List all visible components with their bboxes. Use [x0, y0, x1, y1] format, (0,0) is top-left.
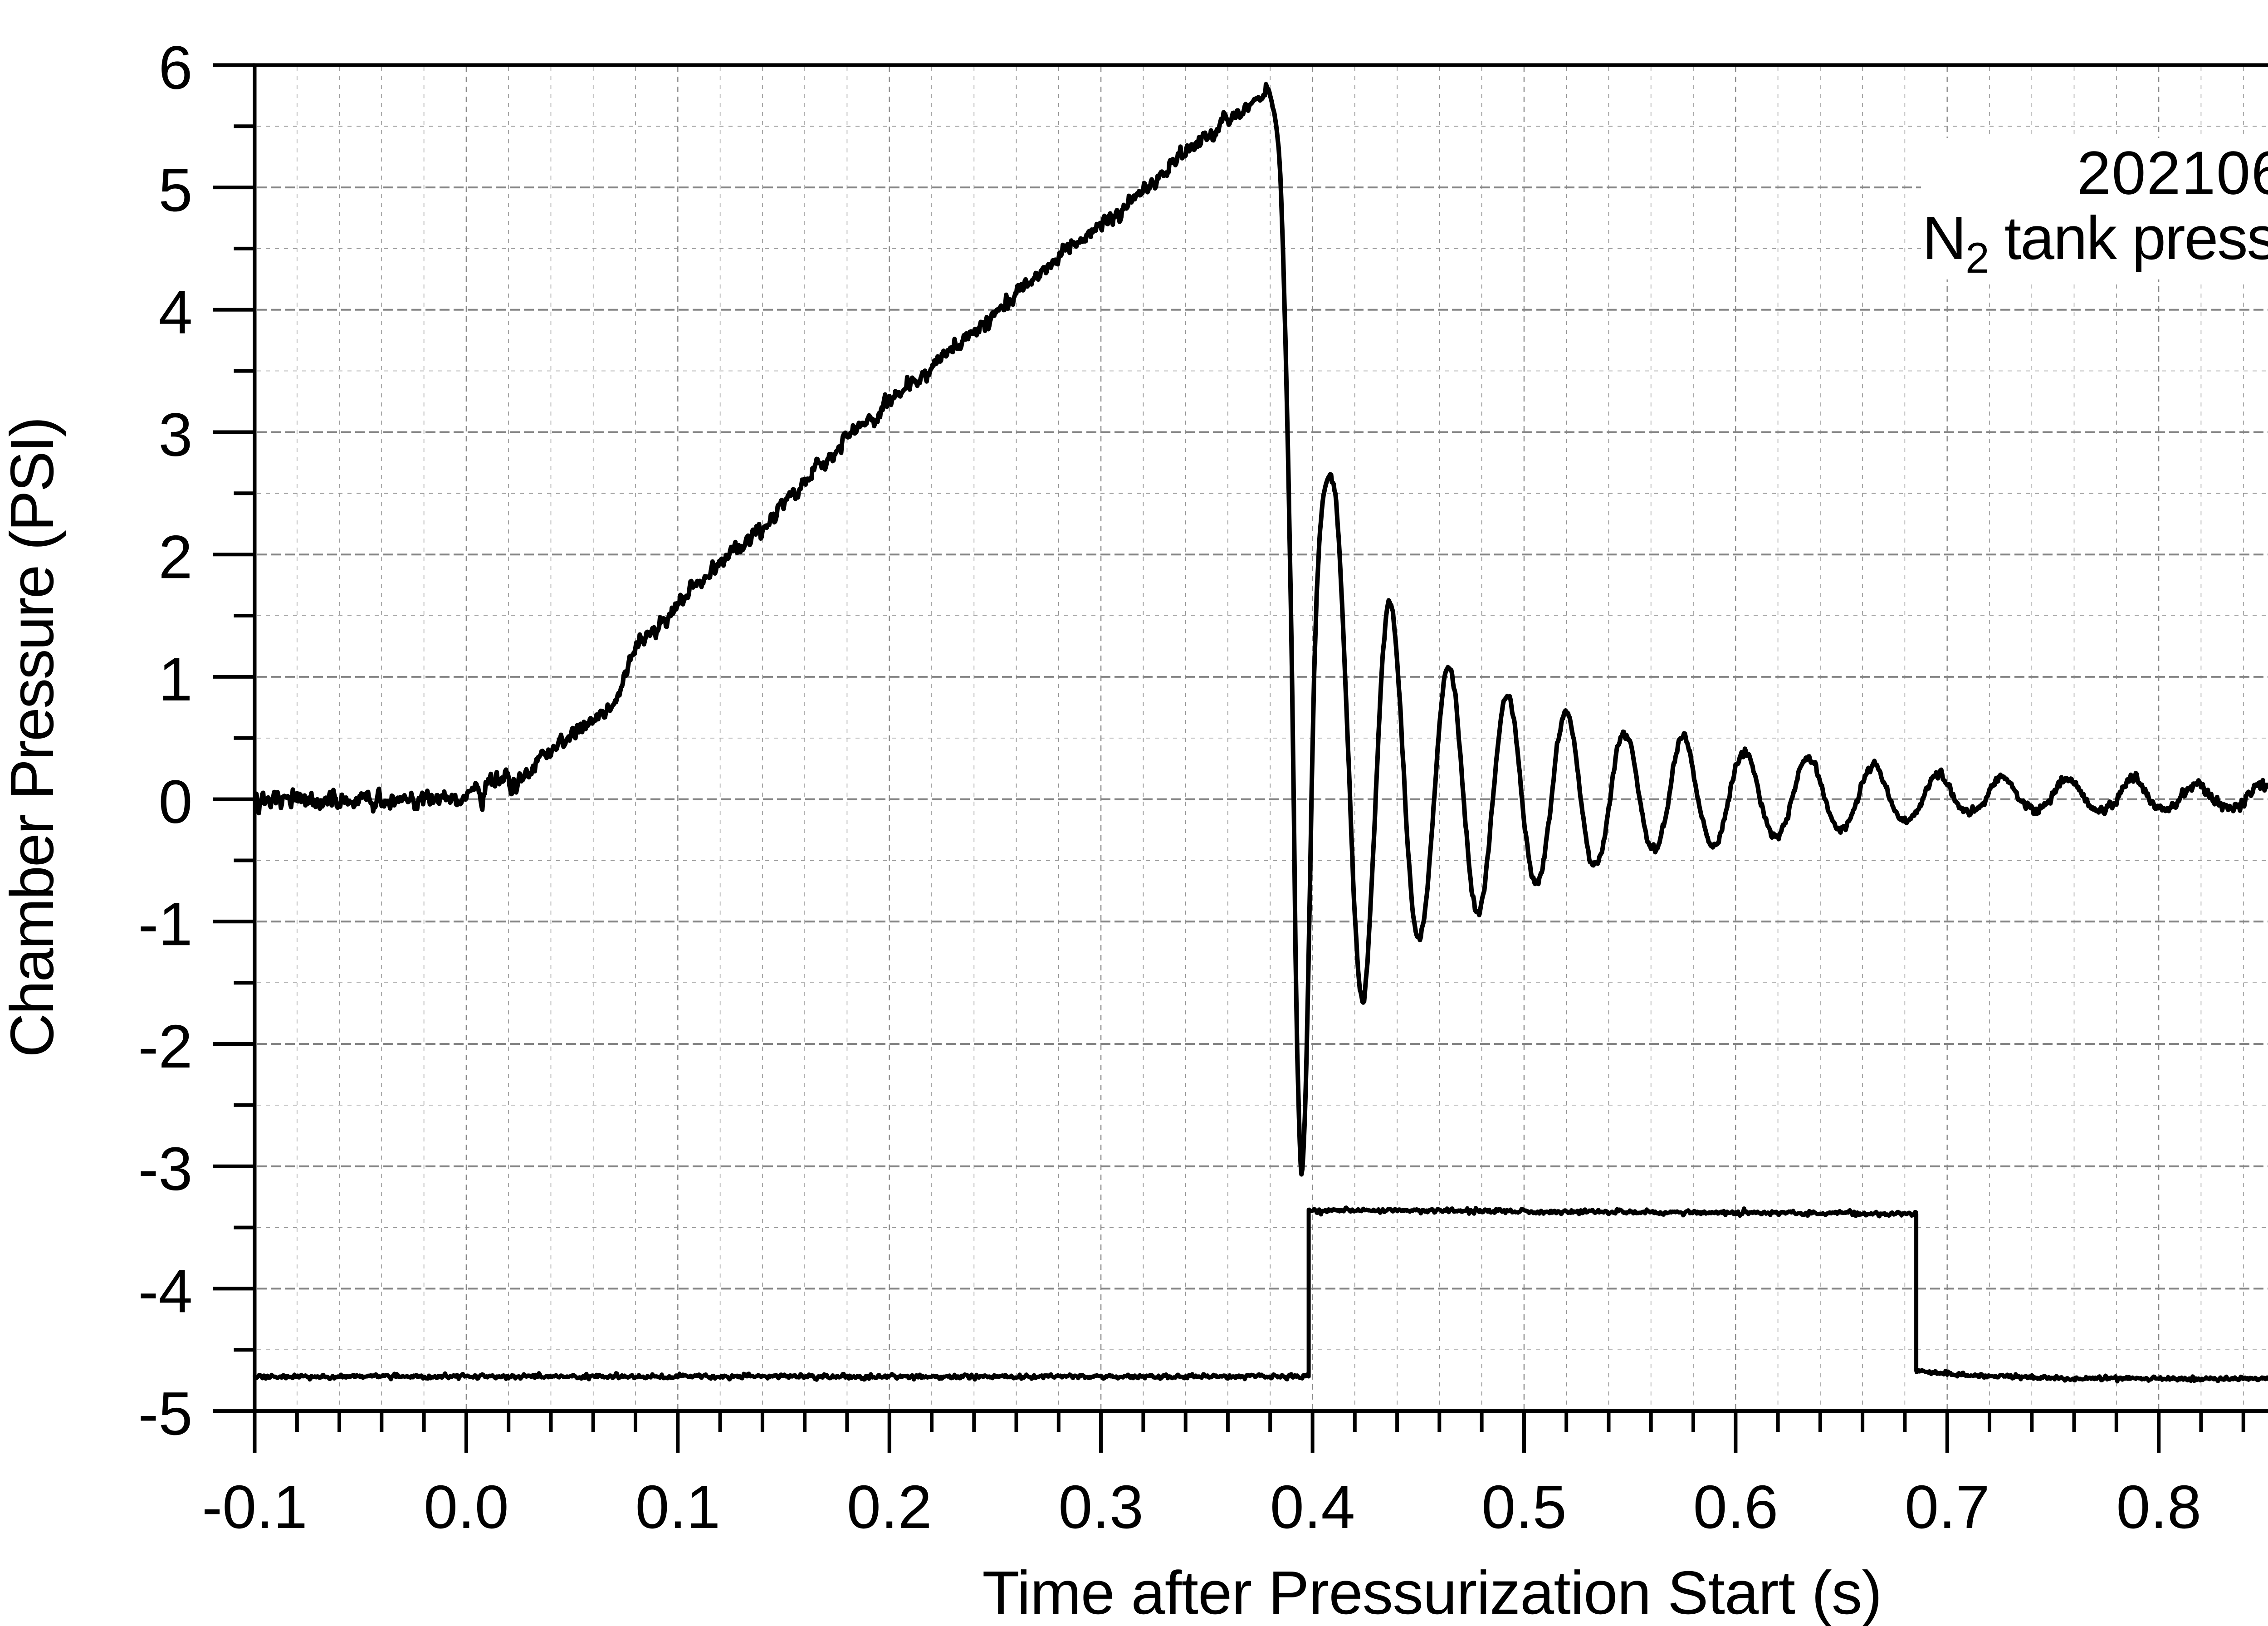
- svg-text:4: 4: [158, 278, 192, 347]
- svg-text:0.3: 0.3: [1058, 1473, 1144, 1541]
- svg-text:Chamber Pressure (PSI): Chamber Pressure (PSI): [0, 418, 66, 1058]
- svg-text:-5: -5: [138, 1379, 192, 1448]
- svg-text:N2 tank pressurization: N2 tank pressurization: [1922, 204, 2268, 282]
- svg-text:0.5: 0.5: [1481, 1473, 1567, 1541]
- svg-text:0.4: 0.4: [1270, 1473, 1355, 1541]
- svg-text:3: 3: [158, 401, 192, 469]
- svg-text:6: 6: [158, 33, 192, 102]
- svg-text:0.8: 0.8: [2116, 1473, 2201, 1541]
- svg-text:0.0: 0.0: [424, 1473, 509, 1541]
- svg-text:0.6: 0.6: [1693, 1473, 1779, 1541]
- svg-text:-3: -3: [138, 1135, 192, 1203]
- svg-text:-2: -2: [138, 1012, 192, 1081]
- svg-text:1: 1: [158, 645, 192, 714]
- svg-text:2: 2: [158, 523, 192, 591]
- svg-text:0.7: 0.7: [1905, 1473, 1990, 1541]
- svg-text:0: 0: [158, 768, 192, 836]
- svg-text:-1: -1: [138, 890, 192, 958]
- svg-text:0.2: 0.2: [847, 1473, 932, 1541]
- svg-text:0.1: 0.1: [635, 1473, 720, 1541]
- svg-text:-0.1: -0.1: [202, 1473, 308, 1541]
- svg-text:20210602: 20210602: [2077, 139, 2268, 207]
- svg-text:5: 5: [158, 156, 192, 224]
- svg-text:-4: -4: [138, 1257, 192, 1325]
- svg-text:Time after Pressurization Star: Time after Pressurization Start (s): [982, 1558, 1882, 1626]
